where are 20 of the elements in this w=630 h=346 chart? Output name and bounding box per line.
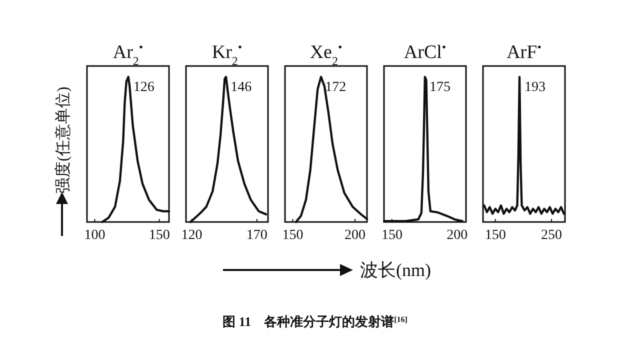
x-tick-label: 100 xyxy=(84,228,106,243)
annotation: 175 xyxy=(430,80,451,95)
annotation: 193 xyxy=(524,80,546,95)
x-tick-label: 170 xyxy=(246,228,268,243)
x-tick-label: 150 xyxy=(282,228,304,243)
y-axis-title: 强度(任意单位) xyxy=(54,86,72,194)
x-axis-title: 波长(nm) xyxy=(360,260,431,280)
x-tick-label: 150 xyxy=(148,228,170,243)
x-tick-label: 250 xyxy=(541,228,562,243)
x-tick-label: 120 xyxy=(181,228,202,243)
chart-title: ArCl$^{•}$ xyxy=(404,40,446,63)
x-tick-label: 150 xyxy=(381,228,402,243)
annotation: 126 xyxy=(133,80,154,95)
annotation: 172 xyxy=(325,80,346,95)
x-tick-label: 200 xyxy=(344,228,366,243)
annotation: 146 xyxy=(230,80,252,95)
caption: 图 11 各种准分子灯的发射谱$^{[16]}$ xyxy=(222,314,408,329)
x-tick-label: 150 xyxy=(484,228,506,243)
chart-title: ArF$^{•}$ xyxy=(506,40,542,63)
x-tick-label: 200 xyxy=(446,228,468,243)
